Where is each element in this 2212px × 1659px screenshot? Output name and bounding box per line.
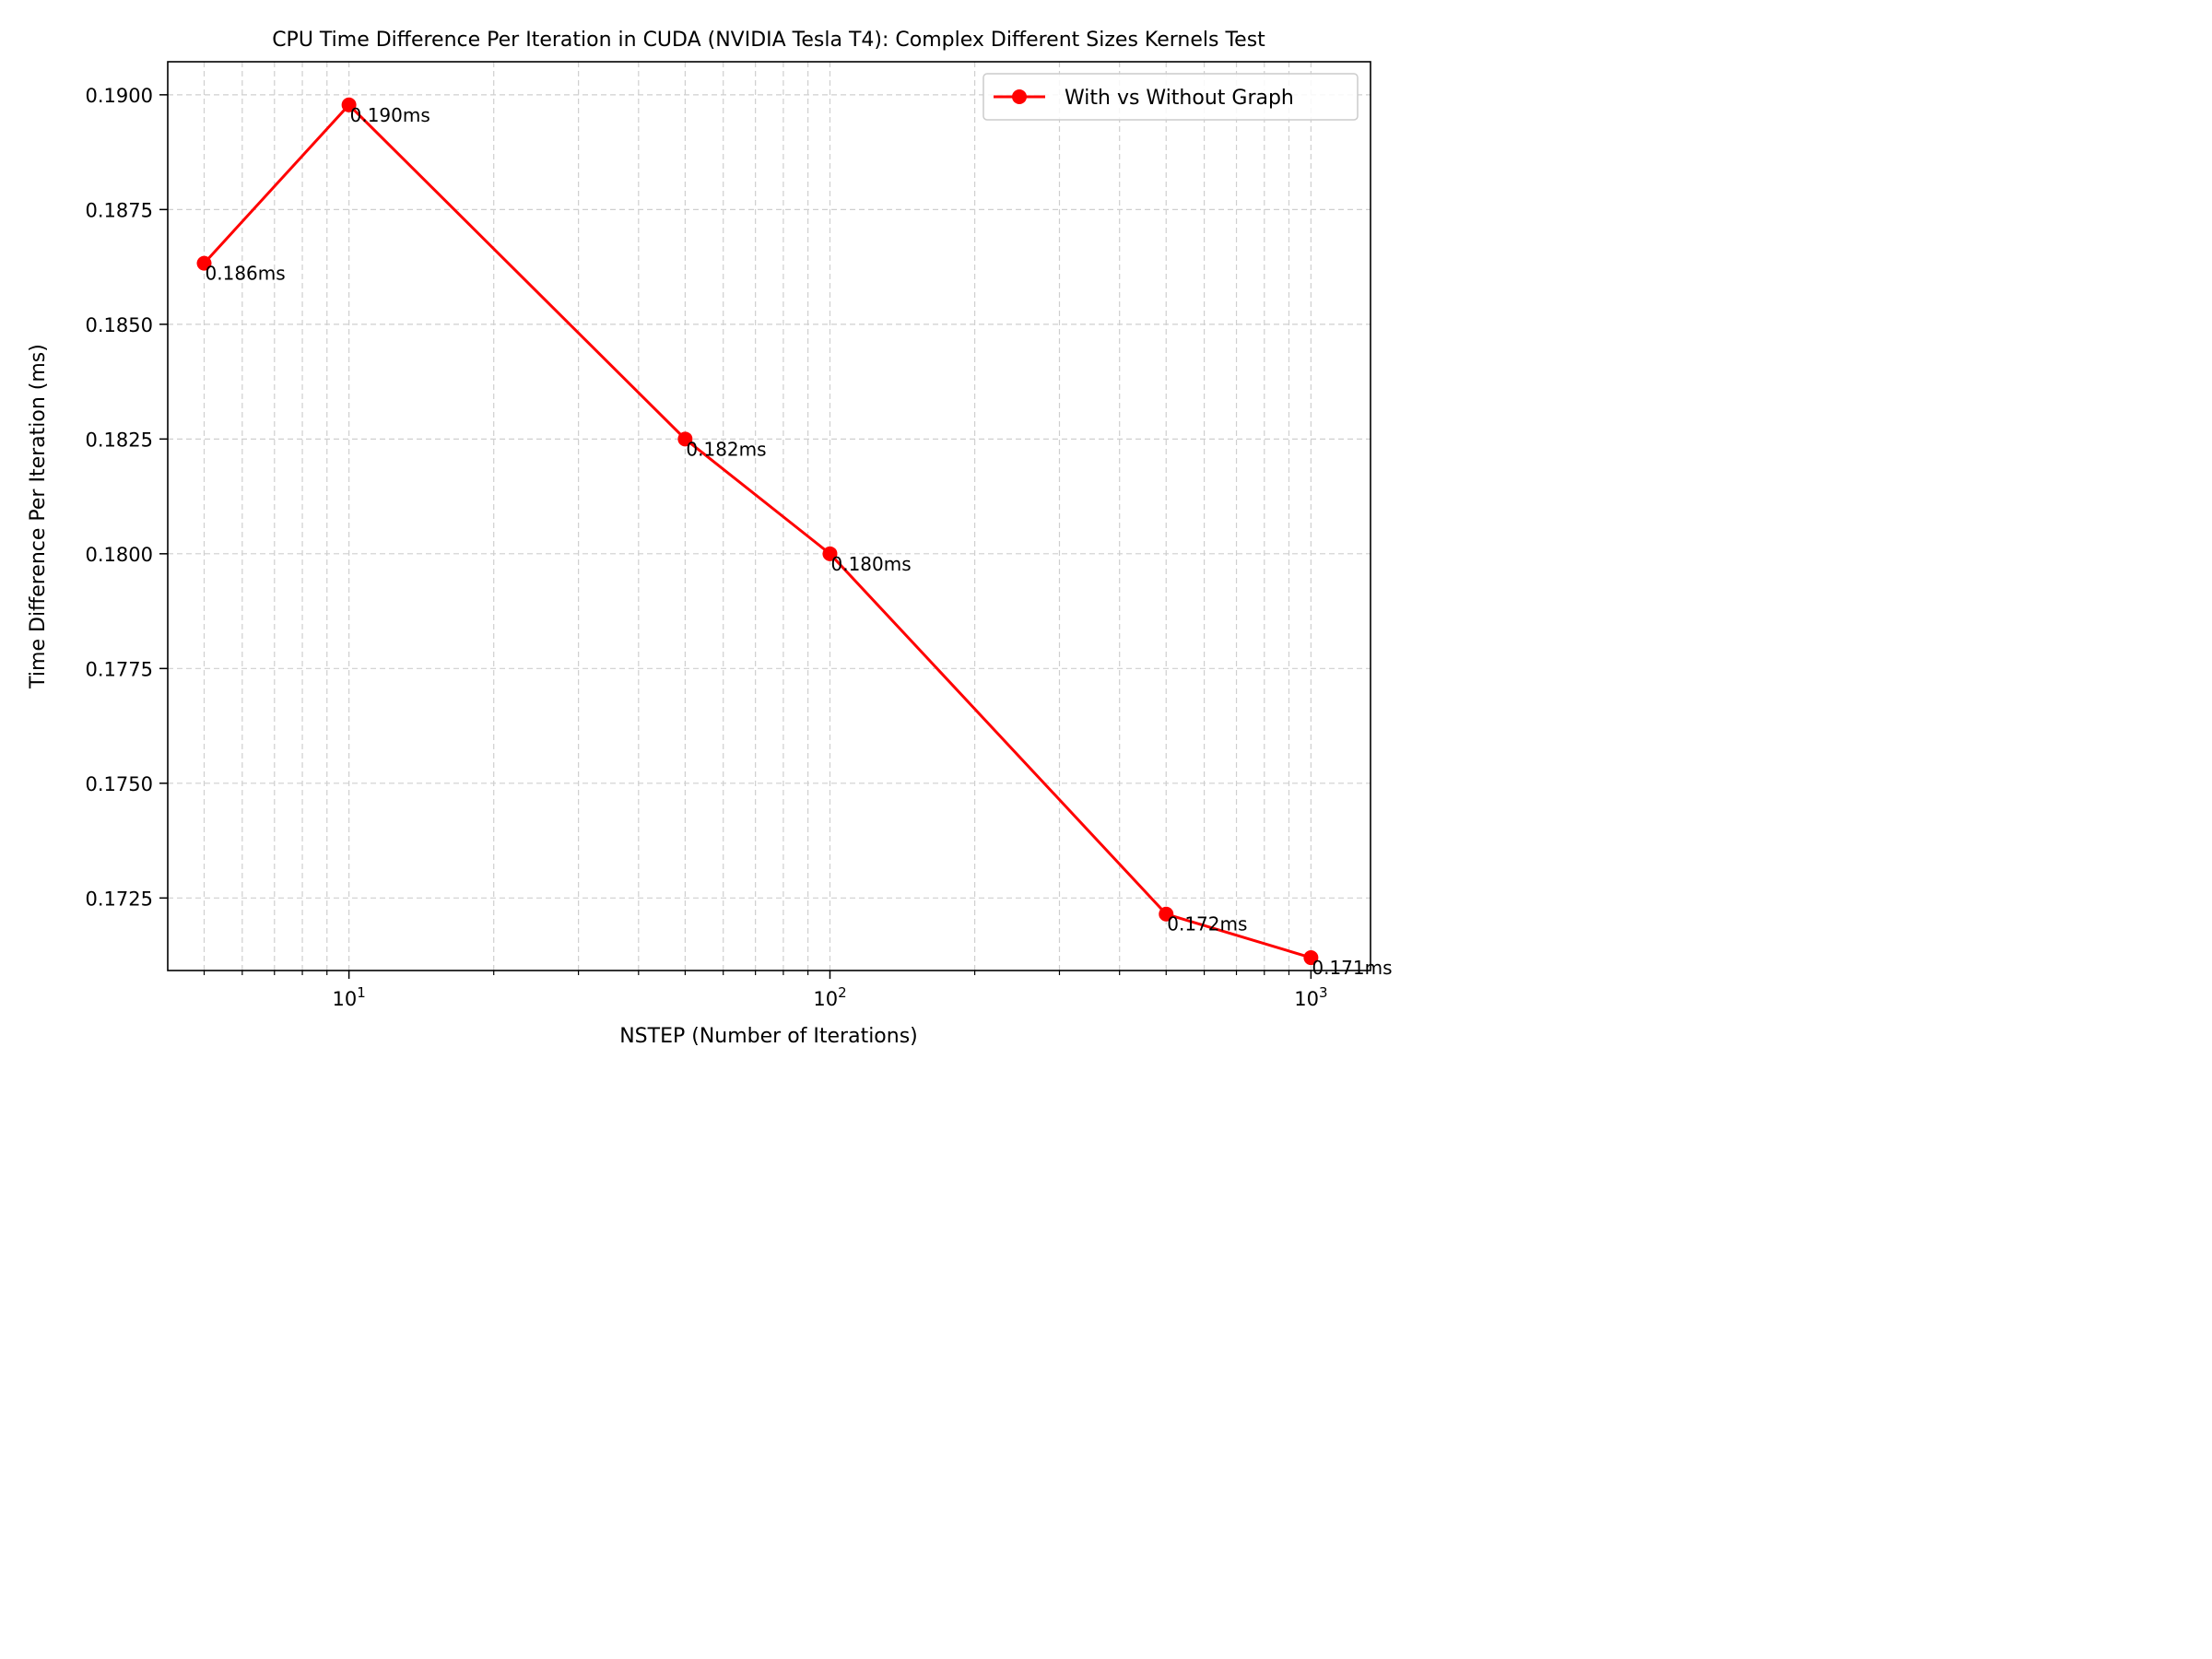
data-point — [1159, 906, 1174, 922]
series-line — [203, 103, 1312, 959]
data-label: 0.172ms — [1167, 913, 1247, 935]
axes — [159, 61, 1371, 979]
plot-frame — [167, 61, 1371, 971]
data-point — [677, 431, 693, 447]
chart-figure: CPU Time Difference Per Iteration in CUD… — [0, 0, 1429, 1071]
chart-title: CPU Time Difference Per Iteration in CUD… — [272, 29, 1265, 52]
grid — [168, 62, 1371, 971]
x-tick-label: 103 — [1294, 984, 1327, 1010]
legend-marker-swatch — [1012, 89, 1027, 104]
y-tick-label: 0.1900 — [86, 85, 153, 107]
x-axis-title: NSTEP (Number of Iterations) — [619, 1025, 918, 1048]
legend: With vs Without Graph — [982, 73, 1359, 121]
data-label: 0.180ms — [830, 553, 911, 575]
y-tick-label: 0.1775 — [86, 658, 153, 680]
data-label: 0.190ms — [350, 104, 430, 126]
y-tick-label: 0.1800 — [86, 544, 153, 566]
y-tick-label: 0.1850 — [86, 314, 153, 336]
data-point — [341, 97, 357, 112]
line-chart: CPU Time Difference Per Iteration in CUD… — [27, 29, 1393, 1048]
legend-label: With vs Without Graph — [1065, 87, 1294, 110]
y-tick-label: 0.1825 — [86, 429, 153, 451]
data-point — [196, 255, 212, 271]
y-tick-label: 0.1750 — [86, 773, 153, 795]
y-axis-title: Time Difference Per Iteration (ms) — [27, 344, 50, 689]
legend-frame — [982, 73, 1359, 121]
x-tick-label: 102 — [813, 984, 846, 1010]
y-tick-label: 0.1875 — [86, 199, 153, 221]
data-label: 0.171ms — [1312, 957, 1392, 979]
x-tick-label: 101 — [332, 984, 365, 1010]
y-tick-label: 0.1725 — [86, 888, 153, 910]
series-layer: 0.186ms 0.190ms 0.182ms 0.180ms 0.172ms 0.171… — [196, 97, 1393, 979]
data-point — [1303, 950, 1319, 966]
data-label: 0.186ms — [206, 263, 286, 285]
data-label: 0.182ms — [686, 438, 766, 460]
tick-labels: 0.1725 0.1750 0.1775 0.1800 0.1825 0.1850 0.18… — [86, 85, 1328, 1010]
data-point — [822, 546, 838, 561]
